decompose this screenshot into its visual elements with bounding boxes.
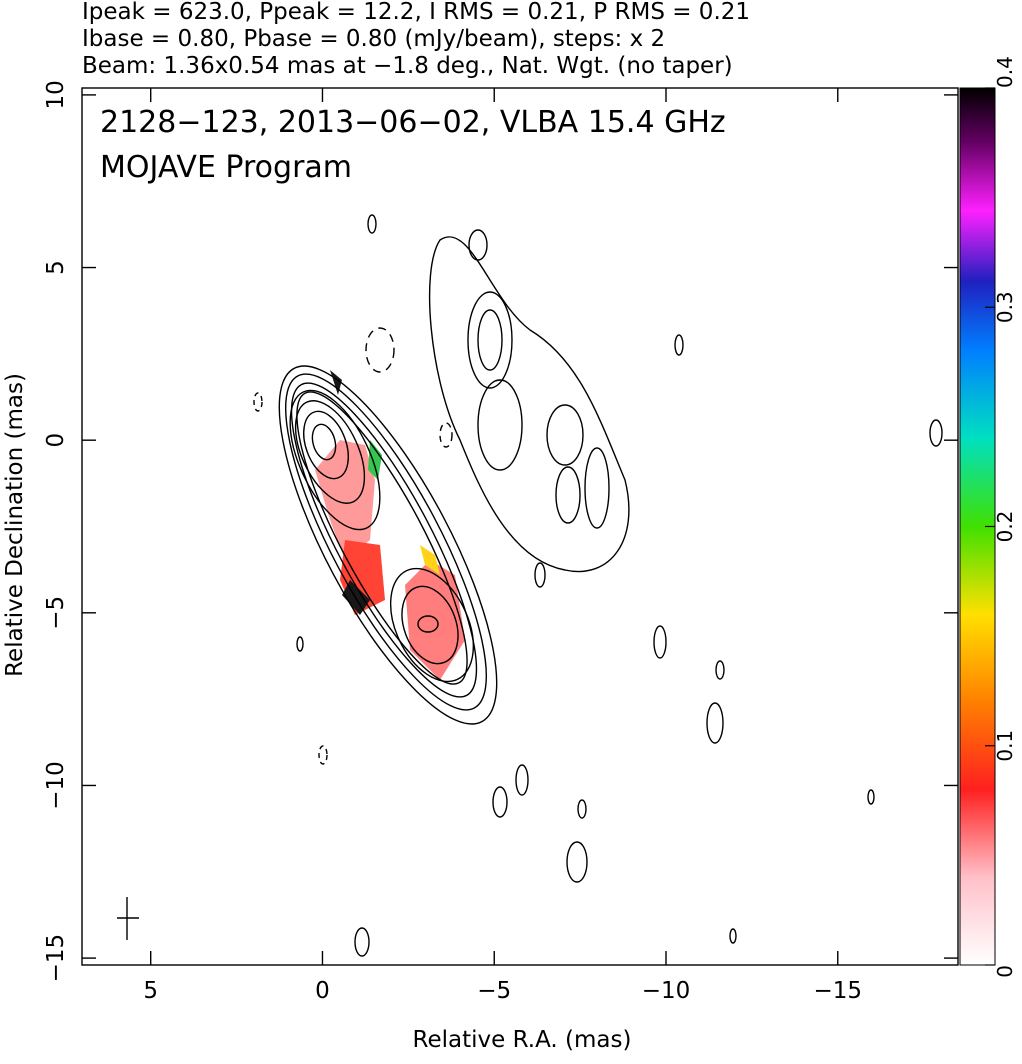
x-tick-label: −10 (642, 978, 691, 1004)
y-axis-label: Relative Declination (mas) (2, 373, 28, 677)
annotation: 2128−123, 2013−06−02, VLBA 15.4 GHz (100, 105, 726, 140)
header-line: Ipeak = 623.0, Ppeak = 12.2, I RMS = 0.2… (82, 0, 750, 25)
y-tick-label: 5 (43, 260, 69, 275)
pol-overlay (315, 370, 465, 680)
plot-frame (81, 87, 959, 966)
beam (117, 897, 139, 940)
x-tick-label: −15 (813, 978, 862, 1004)
colorbar-tick-label: 0 (993, 965, 1017, 978)
x-tick-label: −5 (477, 978, 511, 1004)
colorbar-tick-label: 0.1 (993, 730, 1017, 762)
colorbar-tick-label: 0.4 (993, 56, 1017, 88)
colorbar-tick-label: 0.2 (993, 511, 1017, 543)
annotation: MOJAVE Program (100, 150, 352, 185)
contours (253, 214, 943, 957)
x-axis-label: Relative R.A. (mas) (413, 1027, 632, 1053)
y-tick-label: 0 (43, 433, 69, 448)
y-tick-label: 10 (43, 80, 69, 109)
header-line: Ibase = 0.80, Pbase = 0.80 (mJy/beam), s… (82, 26, 665, 52)
x-tick-label: 5 (143, 978, 158, 1004)
colorbar-tick-label: 0.3 (993, 291, 1017, 323)
header-line: Beam: 1.36x0.54 mas at −1.8 deg., Nat. W… (82, 53, 733, 79)
x-tick-label: 0 (315, 978, 330, 1004)
image (117, 214, 943, 957)
y-tick-label: −10 (43, 761, 69, 810)
y-tick-label: −15 (43, 934, 69, 983)
y-tick-label: −5 (43, 596, 69, 630)
